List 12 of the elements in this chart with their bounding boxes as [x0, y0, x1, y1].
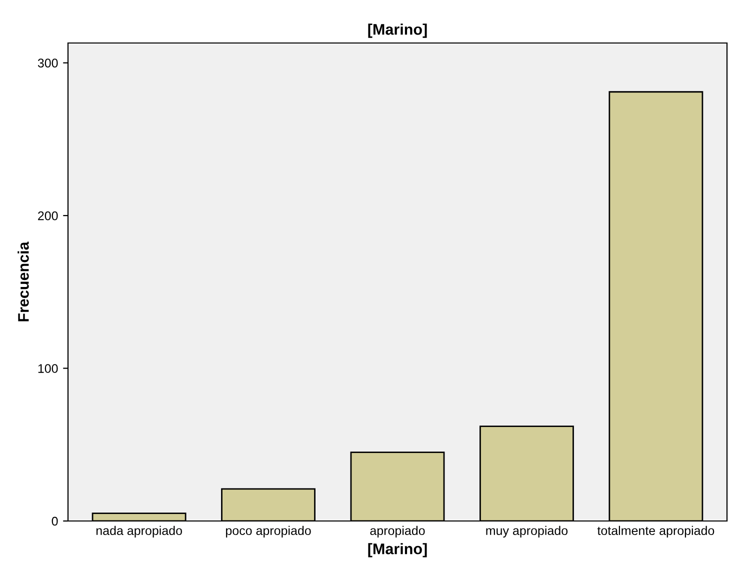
x-tick-label: totalmente apropiado — [597, 526, 714, 538]
x-tick-label: nada apropiado — [96, 526, 182, 538]
x-tick-label: muy apropiado — [486, 526, 568, 538]
y-tick-label: 200 — [38, 211, 58, 220]
chart-title: [Marino] — [368, 24, 427, 38]
x-axis-title: [Marino] — [368, 543, 427, 558]
y-tick-label: 0 — [52, 516, 58, 526]
x-tick-label: apropiado — [370, 526, 425, 538]
y-axis-title: Frecuencia — [18, 242, 29, 322]
y-tick-label: 100 — [38, 364, 58, 373]
x-tick-label: poco apropiado — [226, 526, 311, 538]
y-tick-label: 300 — [38, 58, 58, 68]
